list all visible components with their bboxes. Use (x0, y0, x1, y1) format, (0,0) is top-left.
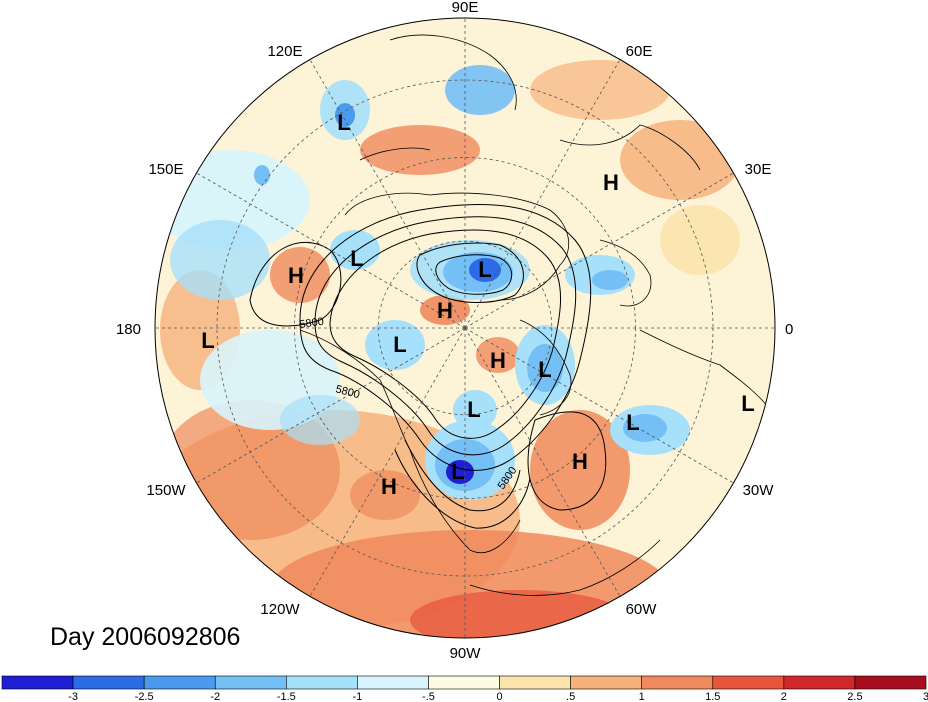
graticule (155, 18, 775, 638)
longitude-line (309, 327, 466, 597)
longitude-label: 90W (450, 645, 482, 662)
colorbar-swatch (1, 675, 74, 690)
high-pressure-label: H (381, 474, 397, 499)
low-pressure-label: L (626, 410, 639, 435)
colorbar-tick-label: 1.5 (705, 691, 720, 702)
colorbar-tick-label: -2.5 (135, 691, 154, 702)
low-pressure-label: L (467, 397, 480, 422)
longitude-label: 150W (146, 482, 186, 499)
colorbar-swatch (783, 675, 856, 690)
low-pressure-label: L (393, 332, 406, 357)
longitude-label: 60E (626, 43, 653, 60)
low-pressure-label: L (538, 357, 551, 382)
colorbar-tick-label: -2 (210, 691, 220, 702)
longitude-label: 120W (260, 601, 300, 618)
globe-border (154, 17, 776, 639)
low-pressure-label: L (741, 391, 754, 416)
colorbar-tick-label: -3 (68, 691, 78, 702)
colorbar-swatch (143, 675, 216, 690)
colorbar: -3 -2.5 -2 -1.5 -1 -.5 0 .5 1 1.5 2 2.5 3 (1, 675, 928, 702)
colorbar-tick-label: -1.5 (277, 691, 296, 702)
high-pressure-label: H (603, 170, 619, 195)
longitude-labels: 90E 60E 30E 0 30W 60W 90W 120W 150W 180 150E 120E (116, 0, 793, 662)
colorbar-tick-label: -1 (352, 691, 362, 702)
low-pressure-label: L (478, 257, 491, 282)
longitude-label: 60W (626, 601, 658, 618)
colorbar-tick-label: -.5 (422, 691, 435, 702)
colorbar-tick-label: .5 (566, 691, 575, 702)
colorbar-swatch (214, 675, 287, 690)
longitude-line (464, 172, 734, 329)
colorbar-swatch (428, 675, 500, 690)
high-pressure-label: H (288, 263, 304, 288)
low-pressure-label: L (451, 459, 464, 484)
longitude-line (196, 327, 466, 484)
longitude-label: 30W (743, 482, 775, 499)
date-label: Day 2006092806 (50, 623, 240, 651)
colorbar-tick-label: 2 (781, 691, 787, 702)
colorbar-swatch (641, 675, 714, 690)
contour-label: 5800 (299, 316, 325, 331)
high-pressure-label: H (437, 298, 453, 323)
colorbar-tick-label: 0 (496, 691, 502, 702)
colorbar-tick-label: 2.5 (847, 691, 862, 702)
longitude-label: 120E (267, 43, 302, 60)
longitude-line (464, 327, 621, 597)
high-pressure-label: H (572, 449, 588, 474)
longitude-line (464, 59, 621, 329)
colorbar-swatch (286, 675, 358, 690)
colorbar-swatch (854, 675, 927, 690)
low-pressure-label: L (201, 328, 214, 353)
high-pressure-label: H (490, 348, 506, 373)
longitude-label: 180 (116, 321, 141, 338)
colorbar-tick-label: 1 (639, 691, 645, 702)
longitude-label: 0 (785, 321, 793, 338)
longitude-line (196, 172, 466, 329)
low-pressure-label: L (337, 110, 350, 135)
anomaly-field (155, 18, 775, 638)
colorbar-swatch (357, 675, 429, 690)
colorbar-swatch (712, 675, 785, 690)
height-contours (249, 203, 607, 529)
longitude-line (464, 327, 734, 484)
longitude-line (309, 59, 466, 329)
longitude-label: 150E (148, 161, 183, 178)
colorbar-swatch (570, 675, 642, 690)
colorbar-swatch (499, 675, 571, 690)
colorbar-tick-label: 3 (923, 691, 928, 702)
colorbar-swatch (72, 675, 145, 690)
longitude-label: 90E (452, 0, 479, 16)
longitude-label: 30E (745, 161, 772, 178)
low-pressure-label: L (350, 246, 363, 271)
